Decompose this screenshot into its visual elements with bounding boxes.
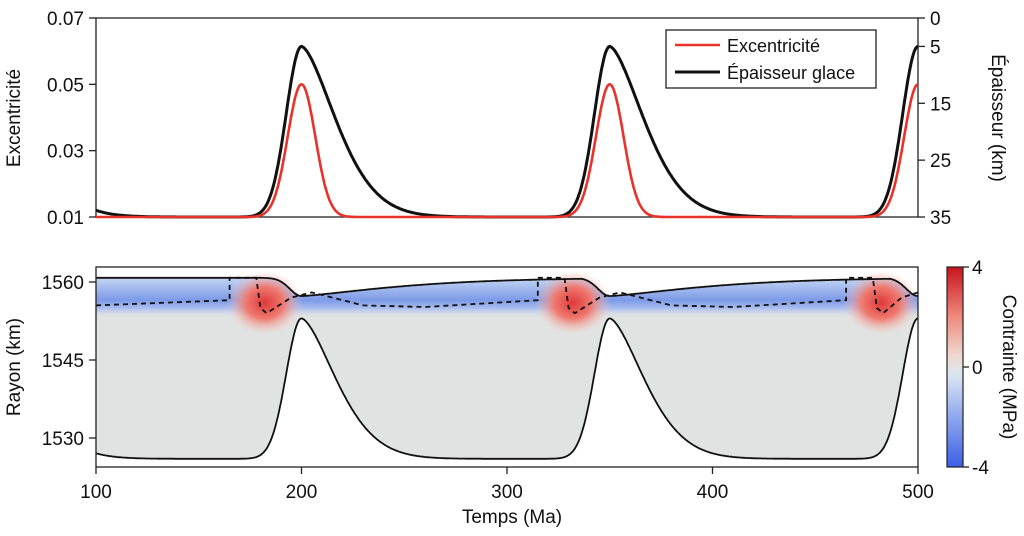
x-tick-label: 400 — [697, 482, 729, 503]
y-tick-label-right: 25 — [930, 151, 951, 172]
colorbar-tick-label: -4 — [972, 458, 989, 479]
x-tick-label: 300 — [491, 482, 523, 503]
top-panel: 0.07 0.05 0.03 0.01 0 5 15 25 35 Excentricité É… — [4, 9, 1008, 229]
brittle-ductile-dashed-line — [96, 276, 918, 315]
colorbar-gradient — [946, 266, 964, 468]
legend: Excentricité Épaisseur glace — [665, 29, 877, 89]
x-tick-label: 200 — [286, 482, 318, 503]
y-axis-label-bottom: Rayon (km) — [4, 318, 25, 416]
x-axis-label: Temps (Ma) — [462, 507, 562, 528]
x-tick-label: 100 — [80, 482, 112, 503]
y-tick-label-right: 0 — [930, 9, 941, 30]
colorbar-tick-label: 4 — [972, 258, 983, 279]
tension-zone — [534, 270, 611, 335]
surface-line — [96, 276, 918, 297]
legend-label-epaisseur: Épaisseur glace — [727, 63, 855, 83]
y-axis-label-right: Épaisseur (km) — [987, 54, 1008, 182]
compression-band — [96, 277, 918, 319]
y-tick-label-right: 5 — [930, 37, 941, 58]
tension-zone — [226, 270, 303, 335]
tension-zone — [843, 270, 918, 335]
y-tick-label-right: 15 — [930, 94, 951, 115]
y-tick-label-right: 35 — [930, 208, 951, 229]
colorbar: 4 0 -4 Contrainte (MPa) — [946, 258, 1019, 479]
series-line-excentricite — [96, 82, 919, 219]
ocean-region — [96, 318, 918, 467]
y-tick-label-bottom: 1560 — [42, 273, 84, 294]
legend-box — [665, 29, 877, 89]
legend-label-excentricite: Excentricité — [727, 36, 820, 56]
ocean-boundary-line — [96, 317, 918, 460]
x-tick-label: 500 — [902, 482, 934, 503]
y-tick-label-bottom: 1545 — [42, 351, 84, 372]
y-tick-label-left: 0.07 — [47, 9, 84, 30]
colorbar-tick-label: 0 — [972, 358, 983, 379]
y-tick-label-left: 0.01 — [47, 208, 84, 229]
y-tick-label-left: 0.03 — [47, 142, 84, 163]
colorbar-label: Contrainte (MPa) — [998, 295, 1019, 440]
y-tick-label-bottom: 1530 — [42, 429, 84, 450]
y-tick-label-left: 0.05 — [47, 75, 84, 96]
y-axis-label-left: Excentricité — [4, 69, 25, 167]
